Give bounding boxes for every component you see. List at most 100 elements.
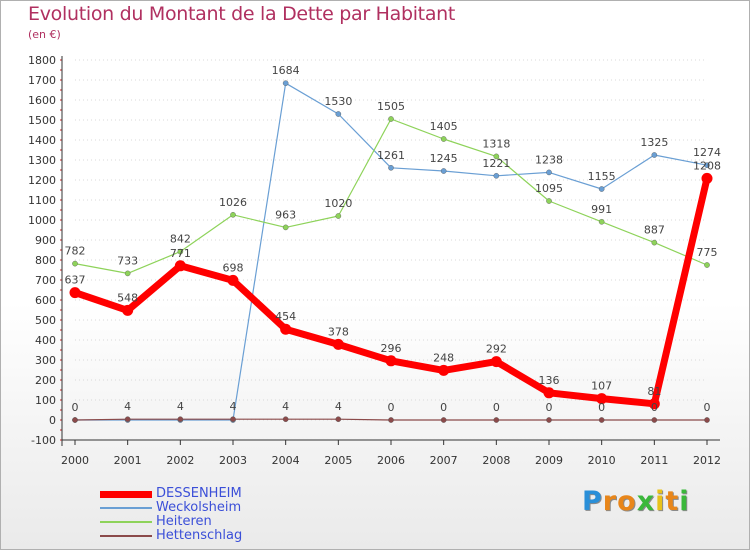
data-label-weckolsheim: 1238	[535, 153, 563, 166]
y-minor-tick	[60, 269, 62, 271]
y-tick-label: 1000	[28, 214, 56, 227]
x-tick-label: 2009	[535, 454, 563, 467]
data-point-weckolsheim	[493, 172, 500, 179]
data-point-hettenschlag	[230, 416, 236, 423]
y-minor-tick	[60, 319, 62, 321]
legend-swatch	[100, 490, 152, 498]
y-minor-tick	[60, 119, 62, 121]
y-minor-tick	[60, 89, 62, 91]
y-tick-label: 700	[35, 274, 56, 287]
y-minor-tick	[60, 209, 62, 211]
logo-letter: r	[602, 486, 618, 517]
data-point-weckolsheim	[282, 80, 289, 86]
y-minor-tick	[60, 279, 62, 281]
y-tick-label: 1600	[28, 94, 56, 107]
y-minor-tick	[60, 289, 62, 291]
y-tick-label: 0	[49, 414, 56, 427]
y-minor-tick	[60, 259, 62, 261]
data-point-heiteren	[72, 260, 78, 267]
logo-letter: i	[679, 486, 690, 517]
legend-swatch	[100, 535, 152, 537]
data-label-hettenschlag: 0	[72, 401, 79, 414]
x-tick-label: 2000	[61, 454, 89, 467]
data-label-heiteren: 733	[117, 254, 138, 267]
chart-title: Evolution du Montant de la Dette par Hab…	[28, 3, 456, 25]
data-point-dessenheim	[69, 287, 81, 299]
data-point-hettenschlag	[704, 417, 710, 423]
y-tick-label: 1700	[28, 74, 56, 87]
y-tick-label: 1200	[28, 174, 56, 187]
y-minor-tick	[60, 409, 62, 411]
y-tick-label: 100	[35, 394, 56, 407]
legend-swatch	[100, 521, 152, 523]
data-label-hettenschlag: 4	[282, 400, 289, 413]
data-point-weckolsheim	[546, 169, 552, 176]
data-point-weckolsheim	[335, 111, 342, 117]
data-label-dessenheim: 296	[381, 342, 402, 355]
data-point-hettenschlag	[282, 416, 289, 423]
y-minor-tick	[60, 389, 62, 391]
y-minor-tick	[60, 189, 62, 191]
y-tick-label: 1100	[28, 194, 56, 207]
data-label-heiteren: 887	[644, 224, 665, 237]
x-tick-label: 2007	[430, 454, 458, 467]
x-tick-label: 2006	[377, 454, 405, 467]
y-minor-tick	[60, 169, 62, 171]
data-label-weckolsheim: 1221	[482, 157, 510, 170]
data-label-heiteren: 842	[170, 233, 191, 246]
y-minor-tick	[60, 339, 62, 341]
y-minor-tick	[60, 369, 62, 371]
y-tick-label: 600	[35, 294, 56, 307]
y-minor-tick	[60, 439, 62, 441]
data-point-dessenheim	[227, 274, 239, 286]
data-label-heiteren: 1020	[324, 197, 352, 210]
data-point-hettenschlag	[546, 417, 552, 423]
data-point-heiteren	[440, 136, 447, 142]
data-label-hettenschlag: 0	[546, 401, 553, 414]
data-label-heiteren: 1405	[430, 120, 458, 133]
x-tick-label: 2004	[272, 454, 300, 467]
data-label-dessenheim: 1208	[693, 159, 721, 172]
data-point-weckolsheim	[651, 152, 658, 158]
y-tick-label: 300	[35, 354, 56, 367]
series-line-dessenheim	[71, 174, 711, 408]
legend-label: Heiteren	[156, 514, 212, 529]
data-point-heiteren	[388, 116, 394, 122]
data-label-dessenheim: 548	[117, 291, 138, 304]
data-point-weckolsheim	[704, 162, 710, 168]
data-label-weckolsheim: 1684	[272, 64, 300, 77]
data-point-dessenheim	[490, 356, 502, 368]
data-label-weckolsheim: 1155	[588, 170, 616, 183]
data-label-dessenheim: 107	[591, 380, 612, 393]
x-tick-label: 2002	[166, 454, 194, 467]
data-label-dessenheim: 454	[275, 310, 296, 323]
data-label-hettenschlag: 0	[704, 401, 711, 414]
data-point-heiteren	[651, 239, 658, 246]
y-tick-label: 200	[35, 374, 56, 387]
legend-label: Hettenschlag	[156, 528, 243, 543]
data-label-dessenheim: 771	[170, 247, 191, 260]
data-point-hettenschlag	[72, 417, 78, 423]
y-minor-tick	[60, 329, 62, 331]
data-point-hettenschlag	[388, 417, 394, 423]
data-label-heiteren: 775	[697, 246, 718, 259]
data-point-dessenheim	[385, 355, 397, 367]
y-minor-tick	[60, 109, 62, 111]
data-point-hettenschlag	[440, 417, 447, 423]
data-point-heiteren	[177, 248, 184, 255]
data-point-dessenheim	[280, 323, 292, 335]
data-point-dessenheim	[648, 398, 660, 410]
data-point-heiteren	[230, 211, 236, 218]
data-label-heiteren: 1026	[219, 196, 247, 209]
y-minor-tick	[60, 419, 62, 421]
data-label-hettenschlag: 4	[335, 400, 342, 413]
data-point-hettenschlag	[335, 416, 342, 423]
data-label-dessenheim: 136	[539, 374, 560, 387]
data-label-dessenheim: 698	[223, 261, 244, 274]
data-label-weckolsheim: 1274	[693, 146, 721, 159]
logo-letter: o	[617, 486, 637, 517]
x-tick-label: 2001	[114, 454, 142, 467]
y-minor-tick	[60, 349, 62, 351]
y-tick-label: 900	[35, 234, 56, 247]
data-label-dessenheim: 637	[65, 274, 86, 287]
